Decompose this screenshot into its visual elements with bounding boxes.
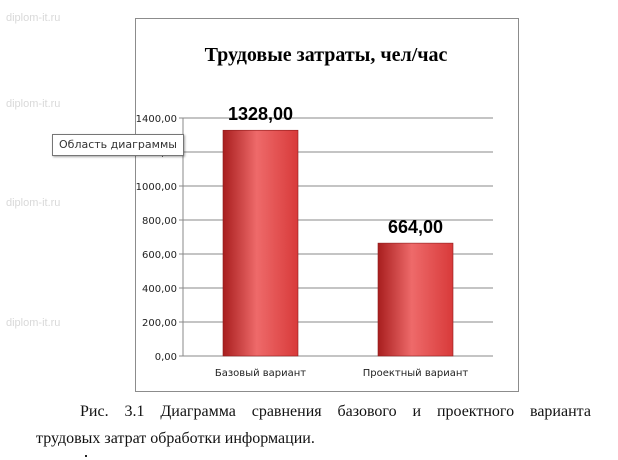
bar: [377, 242, 454, 357]
caption-line-1: Рис. 3.1 Диаграмма сравнения базового и проект…: [36, 398, 591, 425]
chart-title: Трудовые затраты, чел/час: [205, 44, 448, 66]
y-tick-label: 1400,00: [136, 114, 177, 125]
x-category-label: Проектный вариант: [363, 368, 469, 379]
caption-word: сравнения: [251, 403, 322, 420]
caption-word: 3.1: [124, 403, 145, 420]
watermark: diplom-it.ru: [6, 98, 61, 110]
y-tick-label: 1000,00: [136, 182, 177, 193]
watermark: diplom-it.ru: [6, 317, 61, 329]
caption-word: и: [412, 403, 422, 420]
caption-word: базового: [337, 403, 397, 420]
caption-word: Рис.: [80, 403, 109, 420]
chart-svg: Трудовые затраты, чел/час 0,00 200,00 400,…: [136, 44, 493, 379]
chart-area[interactable]: Трудовые затраты, чел/час 0,00 200,00 400,…: [135, 18, 519, 392]
chart-area-tooltip: Область диаграммы: [52, 134, 184, 156]
stray-dot: [85, 455, 87, 457]
x-category-label: Базовый вариант: [215, 368, 306, 379]
bar: [222, 129, 299, 357]
data-label: 664,00: [388, 217, 443, 237]
y-tick-label: 400,00: [142, 284, 177, 295]
watermark: diplom-it.ru: [6, 197, 61, 209]
y-tick-label: 800,00: [142, 216, 177, 227]
watermark: diplom-it.ru: [6, 12, 61, 24]
y-tick-label: 200,00: [142, 318, 177, 329]
figure-caption: Рис. 3.1 Диаграмма сравнения базового и проект…: [36, 398, 591, 452]
caption-word: варианта: [529, 403, 591, 420]
y-tick-label: 0,00: [155, 352, 177, 363]
caption-word: Диаграмма: [160, 403, 236, 420]
data-label: 1328,00: [228, 104, 293, 124]
y-tick-label: 600,00: [142, 250, 177, 261]
caption-line-2: трудовых затрат обработки информации.: [36, 430, 315, 447]
caption-word: проектного: [436, 403, 515, 420]
